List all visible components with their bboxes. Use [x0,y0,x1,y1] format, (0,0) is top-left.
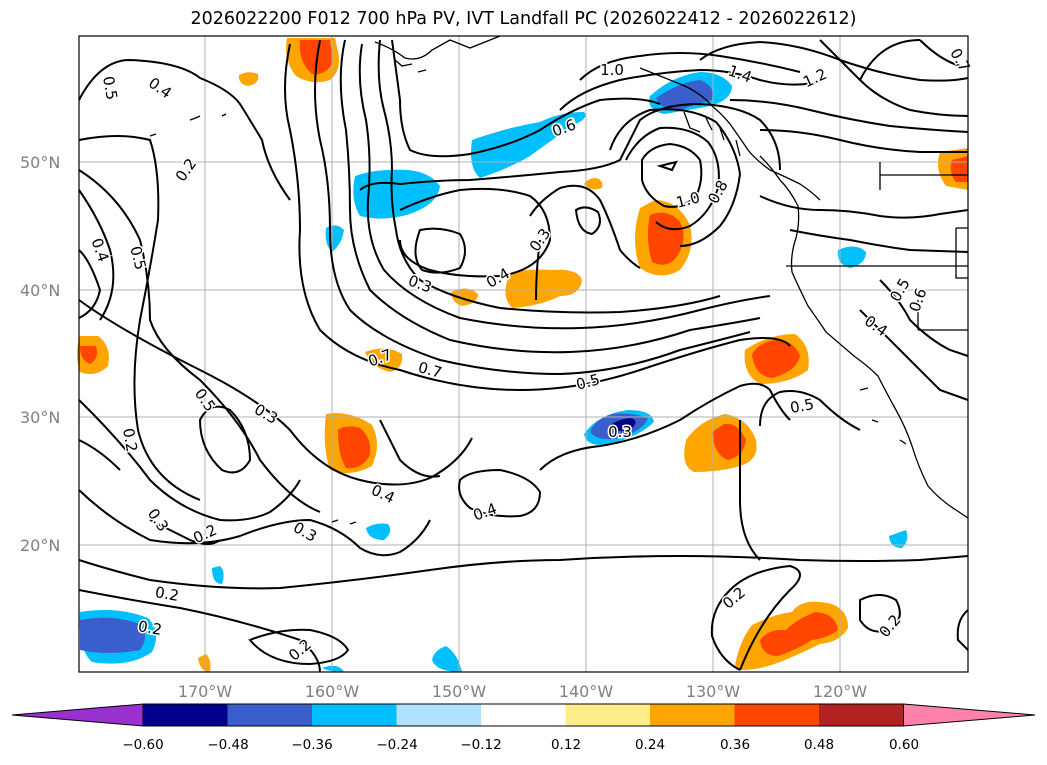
colorbar [11,703,1036,727]
contour-label: 0.2 [119,427,141,454]
lon-label: 130°W [686,682,741,701]
colorbar-tick: −0.60 [122,737,163,753]
contour-label: 1.0 [600,61,624,79]
negative-patch [353,169,440,219]
colorbar-tick: 0.48 [804,737,834,753]
contour-label: 0.7 [416,358,444,382]
contour-label: 0.7 [946,45,974,75]
negative-core2 [608,418,636,431]
colorbar-swatch [227,704,313,726]
coastlines [149,35,969,525]
positive-core [760,612,838,656]
lon-label: 170°W [178,682,233,701]
contour-label: 0.5 [789,395,816,417]
colorbar-tick: 0.36 [720,737,750,753]
lon-label: 150°W [432,682,487,701]
lat-label: 50°N [20,153,60,172]
contour-label: 0.8 [704,177,732,207]
negative-patch [366,523,391,540]
positive-core [752,340,800,378]
lat-label: 20°N [20,536,60,555]
contour-label: 1.0 [674,188,702,212]
contour-label: 0.4 [471,499,500,524]
colorbar-swatch [396,704,482,726]
contour-label: 0.4 [145,74,175,102]
colorbar-swatch [143,704,228,726]
colorbar-tick: 0.24 [635,737,665,753]
colorbar-swatch [312,704,397,726]
contour-label: 0.3 [251,400,281,428]
positive-patch [584,178,603,190]
negative-patch [889,530,908,548]
contour-label: 0.2 [719,583,749,612]
shaded-field [77,38,968,672]
colorbar-swatch [650,704,735,726]
colorbar-ticks: −0.60 −0.48 −0.36 −0.24 −0.12 0.12 0.24 … [122,737,919,753]
latitude-labels: 50°N 40°N 30°N 20°N [20,153,60,555]
lat-label: 30°N [20,408,60,427]
colorbar-extend-max [903,703,1036,727]
colorbar-frame [142,703,904,727]
positive-core [647,212,684,265]
colorbar-tick: −0.48 [207,737,248,753]
colorbar-swatch [565,704,651,726]
lon-label: 140°W [559,682,614,701]
colorbar-tick: 0.60 [889,737,919,753]
negative-patch [322,665,344,672]
lon-label: 160°W [305,682,360,701]
colorbar-tick: −0.24 [376,737,417,753]
colorbar-tick: 0.12 [551,737,581,753]
map-title: 2026022200 F012 700 hPa PV, IVT Landfall… [190,9,857,29]
negative-patch [432,646,462,672]
colorbar-tick: −0.36 [291,737,332,753]
contour-label: 0.5 [191,385,219,415]
positive-patch [505,269,582,308]
positive-patch [451,288,478,306]
negative-core [656,80,713,110]
contour-label: 0.2 [172,155,200,185]
positive-core [338,426,371,469]
colorbar-swatch [734,704,820,726]
contour-label: 0.4 [87,236,112,265]
lon-label: 120°W [813,682,868,701]
colorbar-tick: −0.12 [460,737,501,753]
colorbar-extend-min [11,703,144,727]
positive-patch [365,348,403,372]
negative-core [80,617,145,653]
positive-patch [198,654,211,672]
contour-label: 0.5 [99,75,121,102]
negative-patch [212,566,224,584]
negative-patch [837,246,866,268]
contour-label: 0.2 [285,635,315,664]
contour-label: 1.2 [800,65,829,91]
colorbar-swatch [819,704,904,726]
positive-core [712,423,746,460]
longitude-labels: 170°W 160°W 150°W 140°W 130°W 120°W [178,682,868,701]
colorbar-swatch [481,704,566,726]
negative-patch [325,225,344,252]
contour-label: 1.4 [726,61,755,86]
contour-label: 0.2 [154,583,181,605]
map-frame [78,35,969,673]
lat-label: 40°N [20,281,60,300]
positive-patch [238,72,259,86]
gridlines [79,36,968,672]
contour-label: 0.3 [608,423,632,441]
contour-label: 0.3 [144,505,172,535]
positive-core [80,346,98,364]
contour-label: 0.5 [126,244,150,272]
contour-lines [78,39,969,673]
